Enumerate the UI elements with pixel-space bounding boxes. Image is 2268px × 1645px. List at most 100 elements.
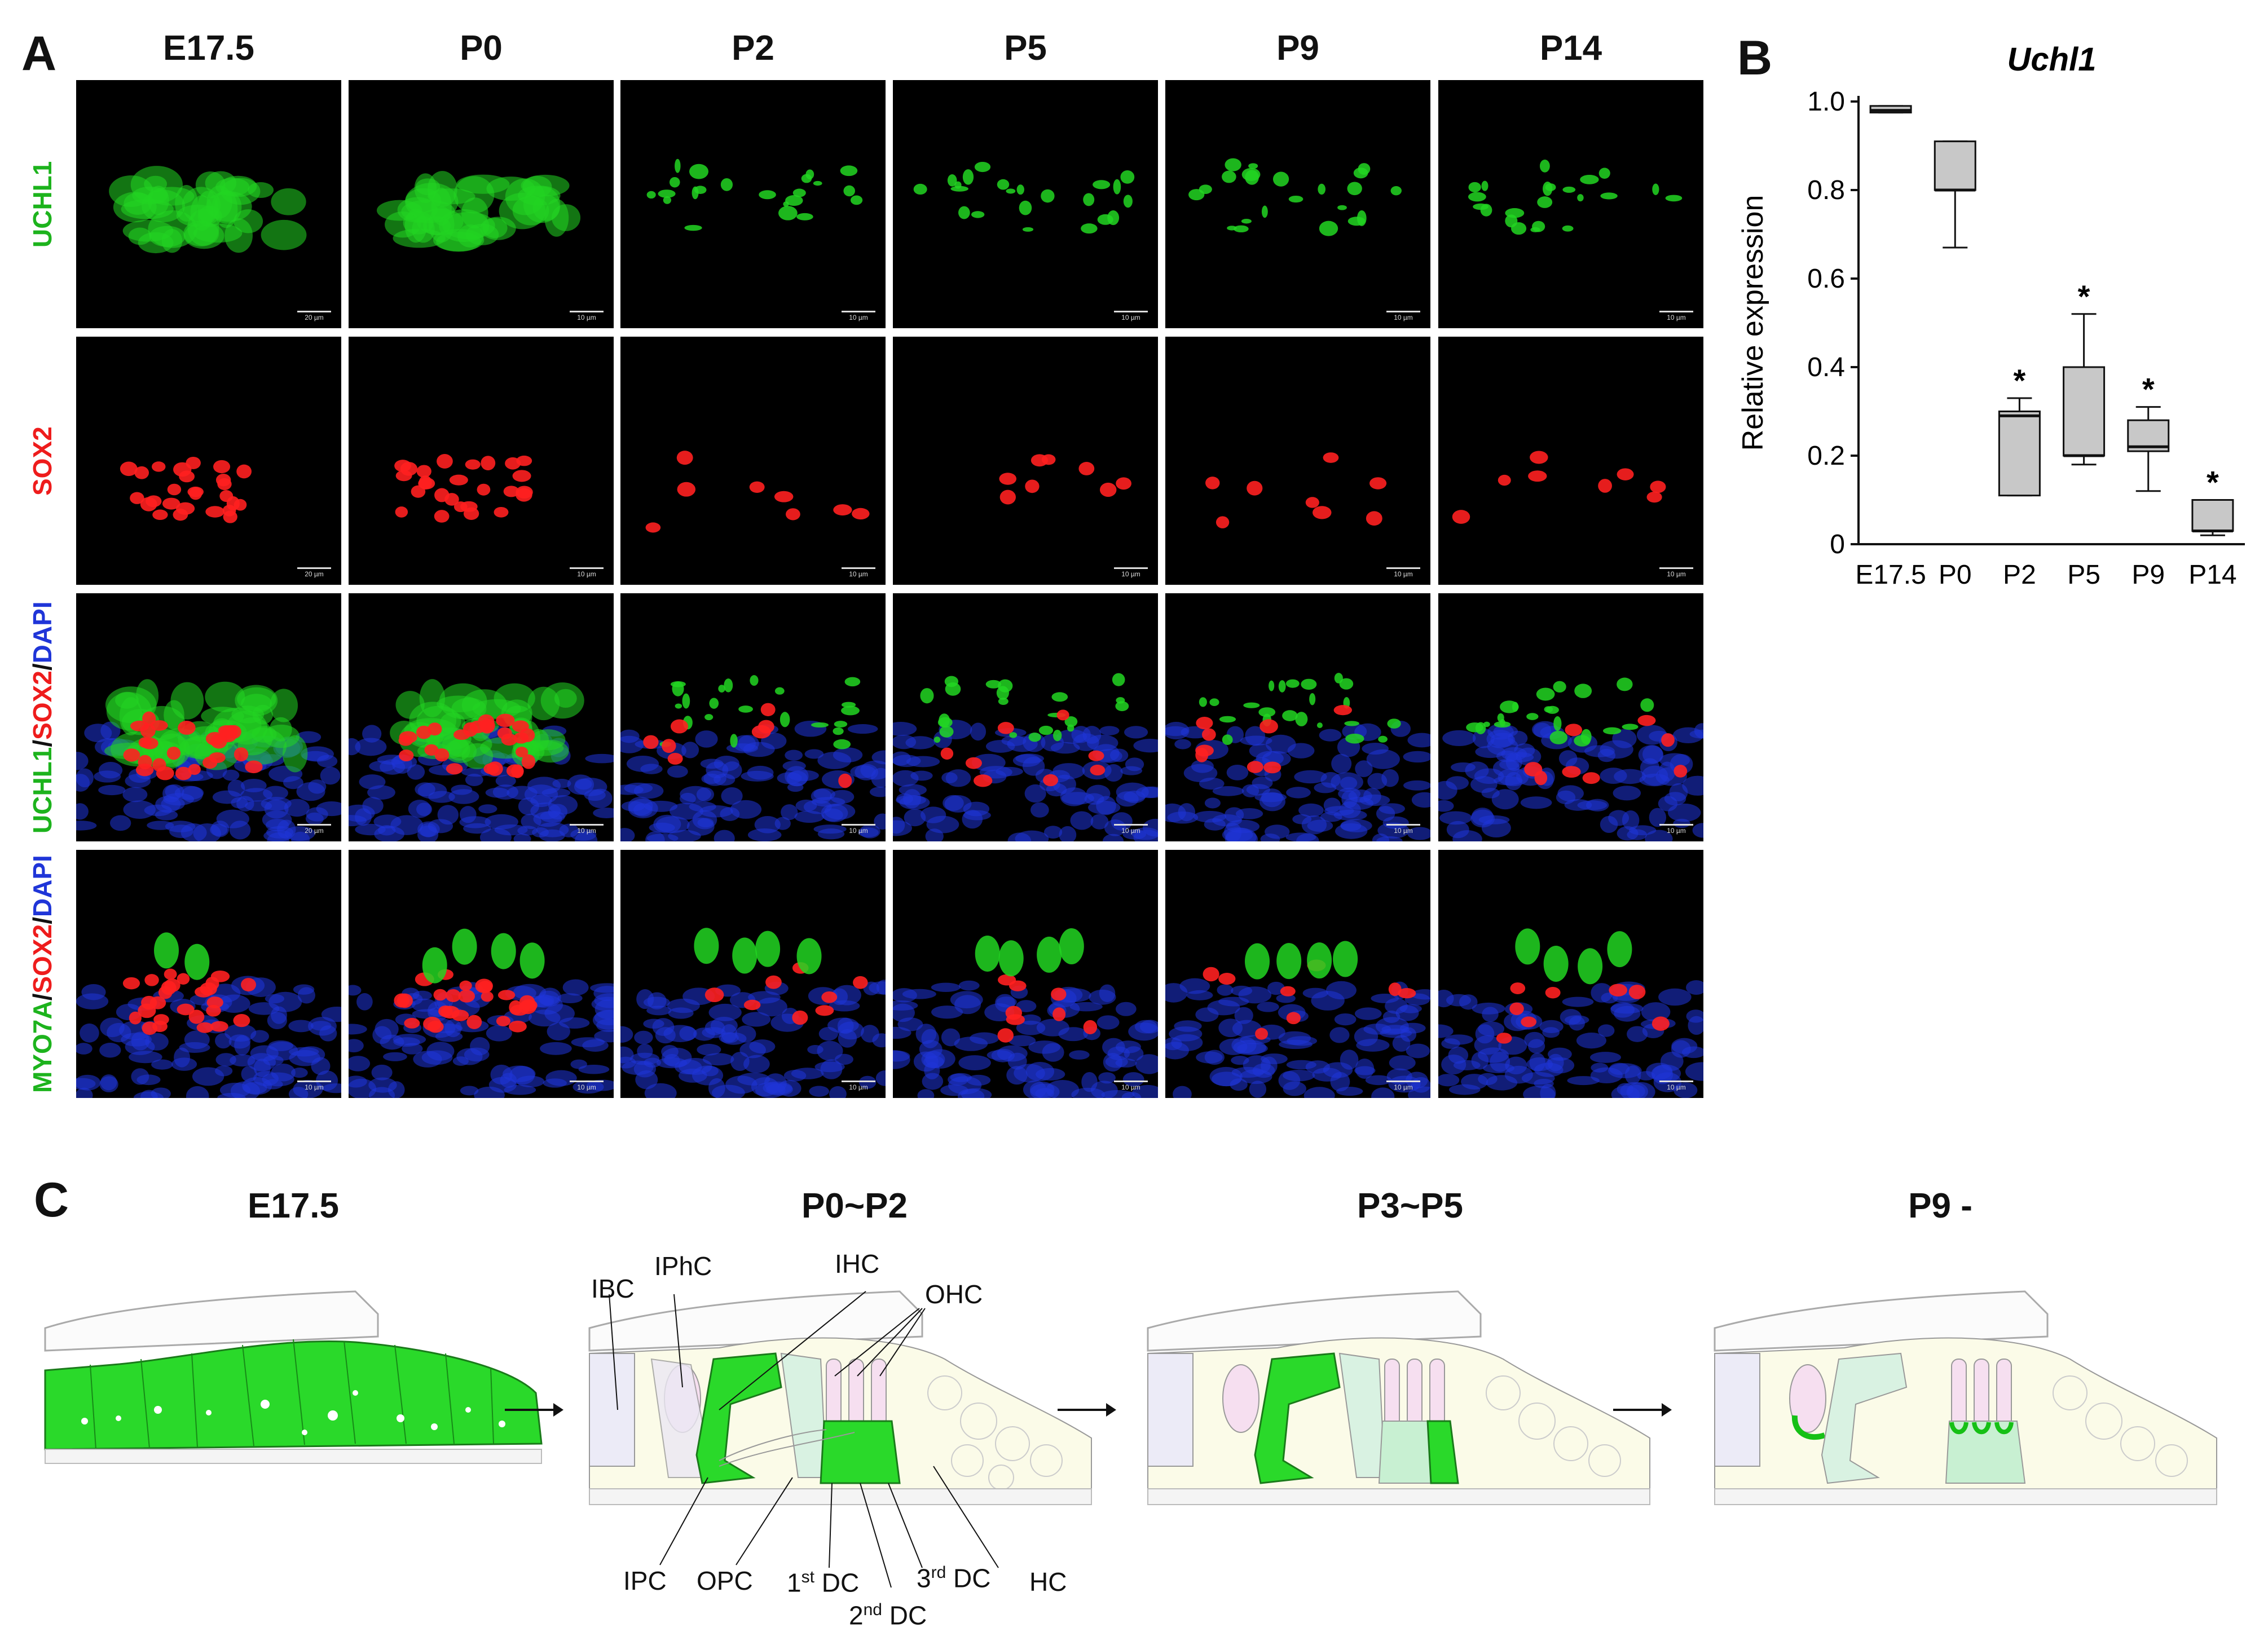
significance-2: * <box>2014 363 2026 398</box>
scale-bar-line <box>297 824 331 826</box>
x-tick-label-3: P5 <box>2067 560 2100 590</box>
diagram-stage-p9 <box>1714 1290 2217 1505</box>
label-hc: HC <box>1029 1567 1067 1597</box>
scale-bar-text: 10 µm <box>1667 827 1686 835</box>
scale-bar-line <box>1114 311 1148 312</box>
scale-bar-r0-c4: 10 µm <box>1386 311 1420 321</box>
label-ipc: IPC <box>623 1566 667 1595</box>
box-1 <box>1934 140 1976 191</box>
scale-bar-text: 20 µm <box>305 827 324 835</box>
significance-3: * <box>2078 279 2090 314</box>
scale-bar-line <box>297 311 331 312</box>
scale-bar-r1-c2: 10 µm <box>842 567 875 578</box>
scale-bar-r1-c5: 10 µm <box>1659 567 1693 578</box>
scale-bar-line <box>1114 1081 1148 1082</box>
scale-bar-r1-c3: 10 µm <box>1114 567 1148 578</box>
scale-bar-r1-c4: 10 µm <box>1386 567 1420 578</box>
scale-bar-text: 10 µm <box>849 1083 868 1091</box>
micrograph-r3-c2: 10 µm <box>620 850 886 1098</box>
row-label-2-part-3: / <box>28 663 57 671</box>
scale-bar-r3-c4: 10 µm <box>1386 1081 1420 1091</box>
label-3rd-dc-text: DC <box>946 1563 991 1593</box>
chart-title: Uchl1 <box>2007 41 2097 78</box>
scale-bar-r3-c3: 10 µm <box>1114 1081 1148 1091</box>
scale-bar-line <box>297 1081 331 1082</box>
row-label-3-part-4: DAPI <box>28 855 57 918</box>
stage-title-3: P9 - <box>1908 1187 1972 1225</box>
micrograph-r0-c0: 20 µm <box>76 80 341 328</box>
column-title-3: P5 <box>1004 29 1047 68</box>
micrograph-r1-c0: 20 µm <box>76 337 341 585</box>
micrograph-r2-c2: 10 µm <box>620 593 886 841</box>
x-tick-label-1: P0 <box>1939 560 1972 590</box>
label-ohc: OHC <box>925 1280 983 1309</box>
scale-bar-line <box>1659 311 1693 312</box>
scale-bar-line <box>842 1081 875 1082</box>
row-label-3-part-3: / <box>28 917 57 924</box>
diagram-stage-e17-5 <box>44 1290 543 1464</box>
scale-bar-line <box>1114 567 1148 569</box>
scale-bar-text: 10 µm <box>1121 827 1140 835</box>
scale-bar-line <box>570 824 604 826</box>
scale-bar-line <box>570 567 604 569</box>
y-tick-label-0.4: 0.4 <box>1807 352 1845 382</box>
scale-bar-line <box>1659 1081 1693 1082</box>
row-label-2-part-1: / <box>28 739 57 747</box>
scale-bar-r0-c1: 10 µm <box>570 311 604 321</box>
scale-bar-line <box>1114 824 1148 826</box>
y-tick-label-0.8: 0.8 <box>1807 175 1845 205</box>
micrograph-r0-c4: 10 µm <box>1165 80 1430 328</box>
row-label-0-part-0: UCHL1 <box>28 161 57 248</box>
scale-bar-text: 10 µm <box>305 1083 324 1091</box>
scale-bar-text: 10 µm <box>577 314 596 321</box>
row-label-2-part-4: DAPI <box>28 601 57 664</box>
scale-bar-text: 10 µm <box>1121 570 1140 578</box>
scale-bar-r2-c3: 10 µm <box>1114 824 1148 835</box>
box-5 <box>2191 499 2234 532</box>
column-title-5: P14 <box>1539 29 1602 68</box>
stage-arrow-1 <box>505 1403 563 1417</box>
scale-bar-text: 20 µm <box>305 570 324 578</box>
micrograph-r0-c2: 10 µm <box>620 80 886 328</box>
scale-bar-line <box>842 824 875 826</box>
scale-bar-line <box>1659 567 1693 569</box>
x-tick-label-0: E17.5 <box>1855 560 1926 590</box>
y-tick-label-0.2: 0.2 <box>1807 441 1845 471</box>
label-1st-dc-num: 1 <box>787 1568 801 1598</box>
scale-bar-r2-c4: 10 µm <box>1386 824 1420 835</box>
x-tick-label-5: P14 <box>2188 560 2236 590</box>
y-tick-label-0.6: 0.6 <box>1807 264 1845 294</box>
box-plot-chart: Uchl1 0 0.2 0.4 0.6 0.8 1.0 Relative expression… <box>1737 41 2245 590</box>
label-iphc: IPhC <box>654 1251 712 1281</box>
scale-bar-text: 10 µm <box>1121 314 1140 321</box>
micrograph-r2-c3: 10 µm <box>893 593 1158 841</box>
stage-title-0: E17.5 <box>247 1187 340 1225</box>
stage-title-1: P0~P2 <box>801 1187 908 1225</box>
scale-bar-line <box>570 1081 604 1082</box>
label-2nd-dc: 2nd DC <box>849 1600 927 1629</box>
scale-bar-r2-c1: 10 µm <box>570 824 604 835</box>
micrograph-r2-c0: 20 µm <box>76 593 341 841</box>
column-title-2: P2 <box>732 29 774 68</box>
scale-bar-line <box>842 567 875 569</box>
scale-bar-r3-c5: 10 µm <box>1659 1081 1693 1091</box>
scale-bar-text: 10 µm <box>849 570 868 578</box>
micrograph-r1-c1: 10 µm <box>349 337 614 585</box>
label-2nd-dc-sup: nd <box>863 1600 882 1619</box>
row-label-3-part-0: MYO7A <box>28 1000 57 1093</box>
micrograph-r1-c3: 10 µm <box>893 337 1158 585</box>
scale-bar-text: 10 µm <box>849 314 868 321</box>
scale-bar-line <box>1386 311 1420 312</box>
micrograph-r0-c5: 10 µm <box>1438 80 1703 328</box>
scale-bar-r1-c0: 20 µm <box>297 567 331 578</box>
row-label-3-part-2: SOX2 <box>28 924 57 994</box>
scale-bar-text: 10 µm <box>849 827 868 835</box>
column-title-1: P0 <box>460 29 503 68</box>
micrograph-r3-c0: 10 µm <box>76 850 341 1098</box>
scale-bar-text: 10 µm <box>1394 827 1413 835</box>
row-label-3-part-1: / <box>28 993 57 1001</box>
scale-bar-text: 10 µm <box>1394 570 1413 578</box>
scale-bar-r2-c2: 10 µm <box>842 824 875 835</box>
row-label-2-part-2: SOX2 <box>28 671 57 740</box>
